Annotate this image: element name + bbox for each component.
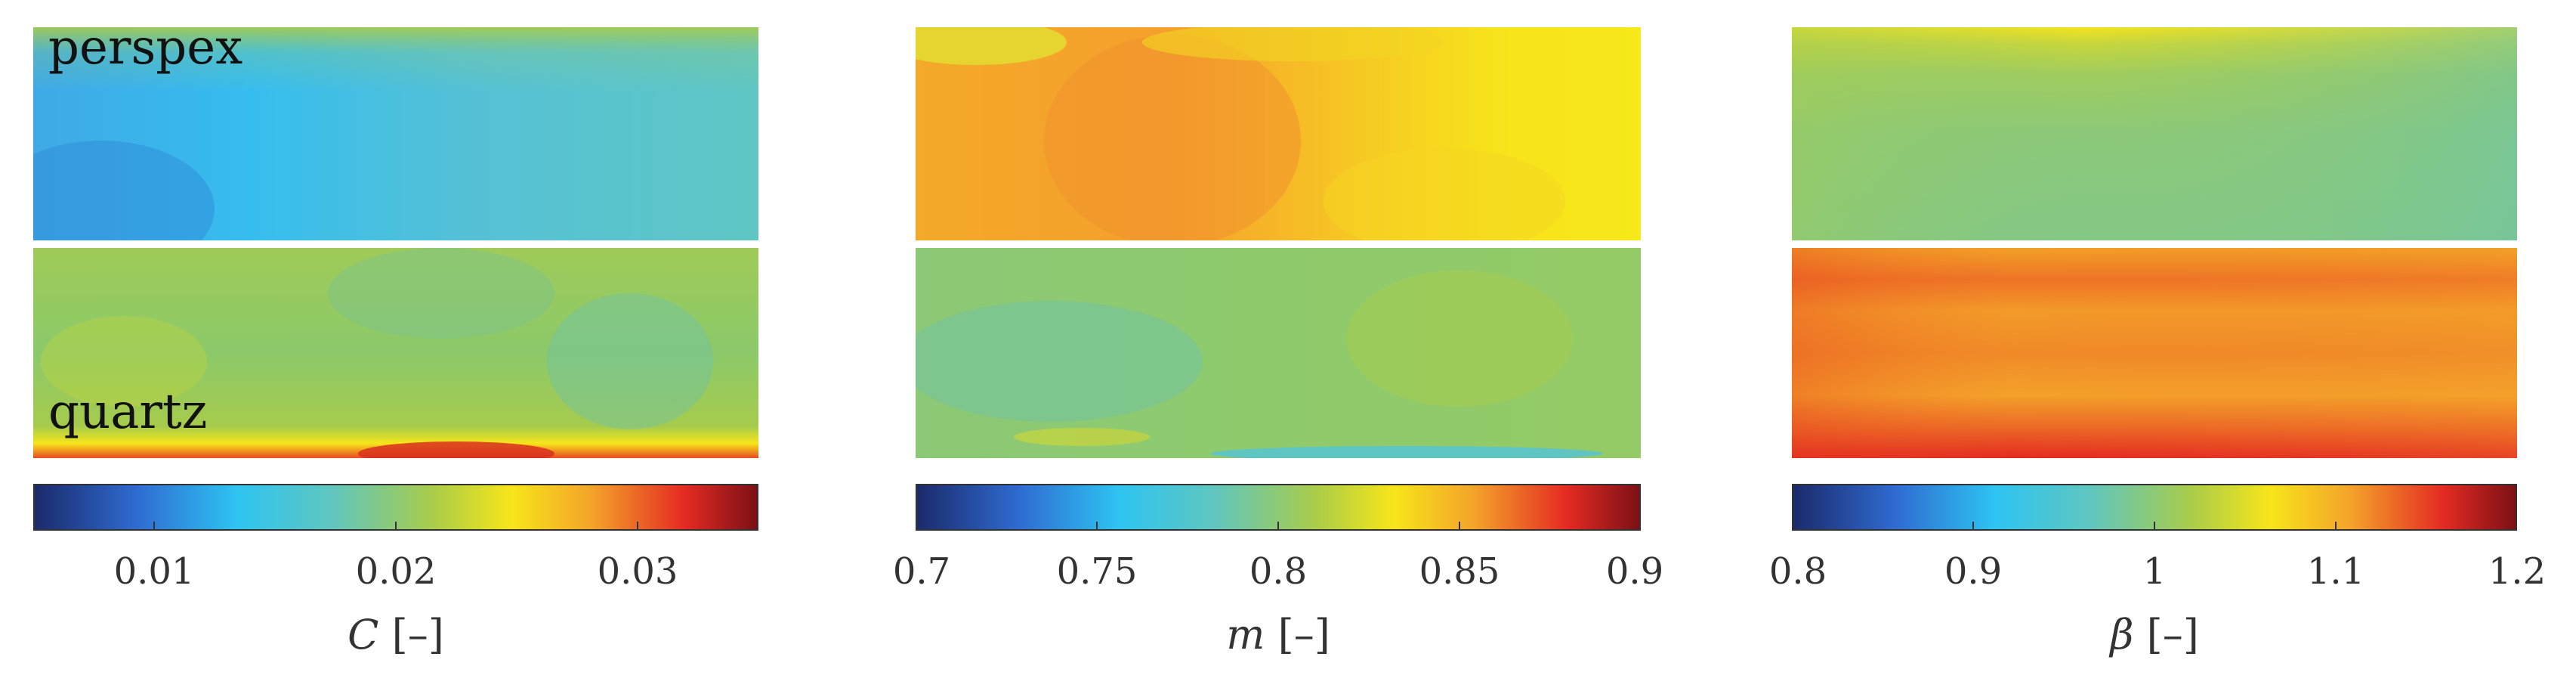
colorbar-beta-tick-label: 1.1 (2306, 550, 2365, 593)
colorbar-c-tick-label: 0.02 (355, 550, 437, 593)
colorbar-beta-tick (2154, 522, 2155, 531)
unit-c: [–] (391, 611, 444, 658)
colorbar-c-tick-label: 0.03 (597, 550, 678, 593)
colorbar-m-tick (1277, 522, 1279, 531)
colorbar-beta-tick (2335, 522, 2337, 531)
colorbar-c-tick-label: 0.01 (113, 550, 195, 593)
colorbar-m-tick-label: 0.9 (1605, 550, 1664, 593)
colorbar-beta-tick-label: 1 (2142, 550, 2167, 593)
heatmap-m-perspex (916, 27, 1641, 240)
label-quartz: quartz (48, 384, 208, 440)
colorbar-beta-tick-label: 0.8 (1768, 550, 1827, 593)
heatmap-c-quartz (33, 248, 758, 458)
label-perspex: perspex (48, 20, 243, 76)
variable-m: m (1226, 611, 1265, 658)
colorbar-m-tick-label: 0.75 (1056, 550, 1138, 593)
colorbar-c-tick (395, 522, 397, 531)
colorbar-c-tick (153, 522, 155, 531)
variable-beta: β (2110, 611, 2134, 658)
colorbar-m-tick (1096, 522, 1098, 531)
colorbar-m-tick-label: 0.7 (892, 550, 951, 593)
colorbar-m-tick-label: 0.8 (1249, 550, 1308, 593)
colorbar-m-tick (1459, 522, 1460, 531)
heatmap-beta-quartz (1792, 248, 2517, 458)
variable-c: C (347, 611, 379, 658)
colorbar-beta-tick-label: 1.2 (2488, 550, 2547, 593)
colorbar-beta-tick (1972, 522, 1974, 531)
unit-beta: [–] (2146, 611, 2199, 658)
colorbar-beta-label: β [–] (2110, 611, 2199, 658)
colorbar-m-tick-label: 0.85 (1419, 550, 1500, 593)
colorbar-m-label: m [–] (1226, 611, 1330, 658)
heatmap-beta-perspex (1792, 27, 2517, 240)
colorbar-c-tick (637, 522, 638, 531)
colorbar-beta-tick-label: 0.9 (1944, 550, 2003, 593)
unit-m: [–] (1277, 611, 1330, 658)
heatmap-m-quartz (916, 248, 1641, 458)
colorbar-c-label: C [–] (347, 611, 444, 658)
heatmap-c-perspex (33, 27, 758, 240)
